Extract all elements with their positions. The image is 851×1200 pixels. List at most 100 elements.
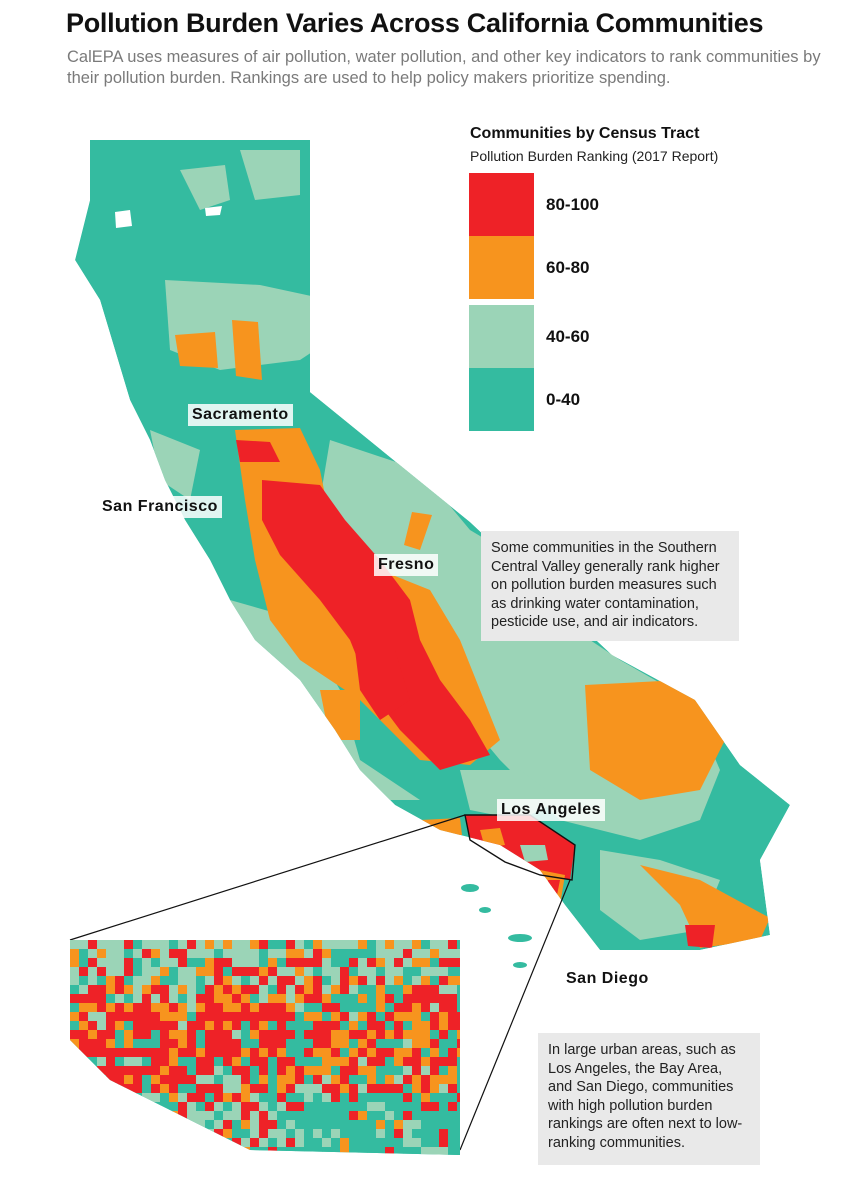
inset-tract-cell [340, 1039, 350, 1049]
inset-tract-cell [151, 1147, 161, 1155]
inset-tract-cell [331, 1111, 341, 1121]
inset-tract-cell [304, 1120, 314, 1130]
inset-tract-cell [196, 1003, 206, 1013]
inset-tract-cell [115, 1066, 125, 1076]
inset-tract-cell [277, 940, 287, 950]
inset-tract-cell [70, 1066, 80, 1076]
inset-tract-cell [448, 1120, 458, 1130]
inset-tract-cell [88, 940, 98, 950]
inset-tract-cell [250, 994, 260, 1004]
inset-tract-cell [79, 1111, 89, 1121]
inset-tract-cell [205, 1093, 215, 1103]
legend-label: 80-100 [546, 195, 599, 214]
inset-tract-cell [394, 1021, 404, 1031]
inset-tract-cell [70, 994, 80, 1004]
inset-tract-cell [349, 1057, 359, 1067]
inset-tract-cell [403, 1012, 413, 1022]
inset-tract-cell [178, 1048, 188, 1058]
inset-tract-cell [160, 1102, 170, 1112]
inset-tract-cell [115, 1129, 125, 1139]
inset-tract-cell [367, 1129, 377, 1139]
inset-tract-cell [241, 1084, 251, 1094]
inset-tract-cell [322, 1102, 332, 1112]
inset-tract-cell [376, 1066, 386, 1076]
inset-tract-cell [376, 958, 386, 968]
inset-tract-cell [385, 1111, 395, 1121]
inset-tract-cell [259, 1048, 269, 1058]
inset-tract-cell [79, 1057, 89, 1067]
inset-tract-cell [241, 1057, 251, 1067]
inset-tract-cell [214, 1084, 224, 1094]
inset-tract-cell [124, 1039, 134, 1049]
inset-tract-cell [142, 967, 152, 977]
inset-tract-cell [214, 1120, 224, 1130]
inset-tract-cell [79, 1102, 89, 1112]
inset-tract-cell [340, 1084, 350, 1094]
inset-tract-cell [205, 967, 215, 977]
inset-tract-cell [70, 1012, 80, 1022]
inset-tract-cell [214, 1129, 224, 1139]
inset-tract-cell [232, 1093, 242, 1103]
inset-tract-cell [295, 1093, 305, 1103]
inset-tract-cell [385, 976, 395, 986]
inset-tract-cell [412, 1048, 422, 1058]
inset-tract-cell [232, 967, 242, 977]
inset-tract-cell [178, 958, 188, 968]
inset-tract-cell [358, 940, 368, 950]
inset-tract-cell [430, 1048, 440, 1058]
inset-tract-cell [142, 1012, 152, 1022]
inset-tract-cell [331, 1048, 341, 1058]
inset-tract-cell [358, 1111, 368, 1121]
inset-tract-cell [97, 1021, 107, 1031]
inset-tract-cell [169, 1093, 179, 1103]
inset-tract-cell [385, 985, 395, 995]
inset-tract-cell [187, 1129, 197, 1139]
inset-tract-cell [106, 1048, 116, 1058]
inset-tract-cell [223, 985, 233, 995]
inset-tract-cell [88, 1129, 98, 1139]
inset-tract-cell [88, 1084, 98, 1094]
inset-tract-cell [250, 1084, 260, 1094]
inset-tract-cell [214, 1075, 224, 1085]
inset-tract-cell [115, 1138, 125, 1148]
inset-tract-cell [385, 994, 395, 1004]
inset-tract-cell [421, 976, 431, 986]
inset-tract-cell [268, 958, 278, 968]
inset-tract-cell [97, 1048, 107, 1058]
inset-tract-cell [349, 967, 359, 977]
inset-tract-cell [196, 1084, 206, 1094]
inset-tract-cell [448, 1075, 458, 1085]
inset-tract-cell [187, 967, 197, 977]
inset-tract-cell [88, 1066, 98, 1076]
inset-tract-cell [403, 985, 413, 995]
inset-tract-cell [430, 1039, 440, 1049]
inset-tract-cell [385, 1120, 395, 1130]
inset-tract-cell [133, 967, 143, 977]
inset-tract-cell [151, 1048, 161, 1058]
inset-tract-cell [250, 976, 260, 986]
inset-tract-cell [178, 1039, 188, 1049]
inset-tract-cell [313, 1039, 323, 1049]
callout-urban-areas: In large urban areas, such as Los Angele… [538, 1033, 760, 1165]
inset-tract-cell [448, 1021, 458, 1031]
inset-tract-cell [286, 1147, 296, 1155]
inset-tract-cell [178, 1147, 188, 1155]
inset-tract-cell [142, 949, 152, 959]
inset-tract-cell [241, 1003, 251, 1013]
inset-tract-cell [241, 1039, 251, 1049]
inset-tract-cell [115, 1012, 125, 1022]
inset-tract-cell [223, 1030, 233, 1040]
inset-tract-cell [340, 1129, 350, 1139]
inset-tract-cell [457, 949, 460, 959]
inset-tract-cell [385, 1075, 395, 1085]
inset-tract-cell [313, 958, 323, 968]
inset-tract-cell [448, 1102, 458, 1112]
inset-tract-cell [133, 1012, 143, 1022]
inset-tract-cell [205, 1102, 215, 1112]
inset-tract-cell [430, 1012, 440, 1022]
inset-tract-cell [79, 949, 89, 959]
legend-label: 40-60 [546, 327, 590, 346]
inset-tract-cell [268, 1120, 278, 1130]
inset-tract-cell [457, 1003, 460, 1013]
inset-tract-cell [214, 940, 224, 950]
